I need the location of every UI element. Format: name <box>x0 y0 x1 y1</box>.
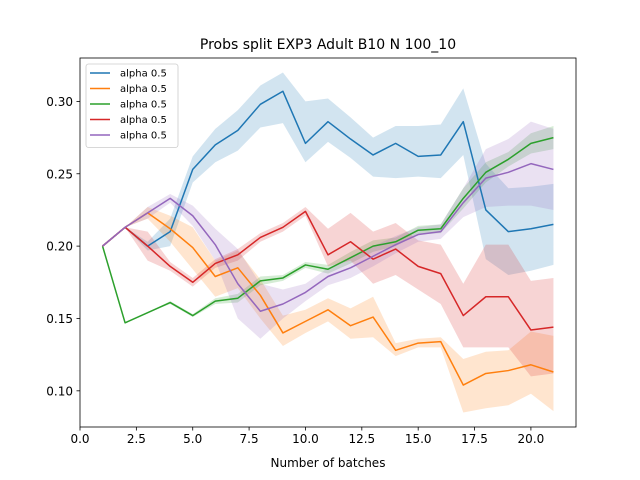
x-axis: 0.0 2.5 5.0 7.5 10.0 12.5 15.0 17.5 20.0 <box>70 427 544 446</box>
x-tick-label: 7.5 <box>240 432 259 446</box>
series-5-line <box>102 162 554 312</box>
series-3-line <box>101 136 554 324</box>
legend-label-1: alpha 0.5 <box>120 69 167 80</box>
series-1-band <box>102 72 554 276</box>
series-2-line <box>102 212 554 386</box>
y-axis: 0.10 0.15 0.20 0.25 0.30 <box>46 95 80 398</box>
plot-area-frame <box>79 57 577 428</box>
series-5-band <box>102 121 554 339</box>
legend-label-5: alpha 0.5 <box>120 131 167 142</box>
x-tick-label: 12.5 <box>348 432 375 446</box>
legend-box <box>85 63 179 148</box>
legend: alpha 0.5 alpha 0.5 alpha 0.5 alpha 0.5 alph… <box>85 63 179 148</box>
legend-label-3: alpha 0.5 <box>120 100 167 111</box>
series-4-band <box>102 207 554 377</box>
y-tick-label: 0.30 <box>46 95 73 109</box>
series-lines <box>101 90 554 386</box>
y-tick-label: 0.25 <box>46 167 73 181</box>
x-tick-label: 10.0 <box>292 432 319 446</box>
x-tick-label: 20.0 <box>518 432 545 446</box>
legend-label-2: alpha 0.5 <box>120 84 167 95</box>
series-4-line <box>102 210 554 331</box>
x-tick-label: 5.0 <box>183 432 202 446</box>
chart-title: Probs split EXP3 Adult B10 N 100_10 <box>200 37 456 53</box>
x-tick-label: 0.0 <box>70 432 89 446</box>
x-tick-label: 15.0 <box>405 432 432 446</box>
y-tick-label: 0.20 <box>46 240 73 254</box>
legend-label-4: alpha 0.5 <box>120 115 167 126</box>
y-tick-label: 0.15 <box>46 312 73 326</box>
x-tick-label: 17.5 <box>461 432 488 446</box>
x-tick-label: 2.5 <box>127 432 146 446</box>
x-axis-label: Number of batches <box>271 456 386 470</box>
y-tick-label: 0.10 <box>46 384 73 398</box>
